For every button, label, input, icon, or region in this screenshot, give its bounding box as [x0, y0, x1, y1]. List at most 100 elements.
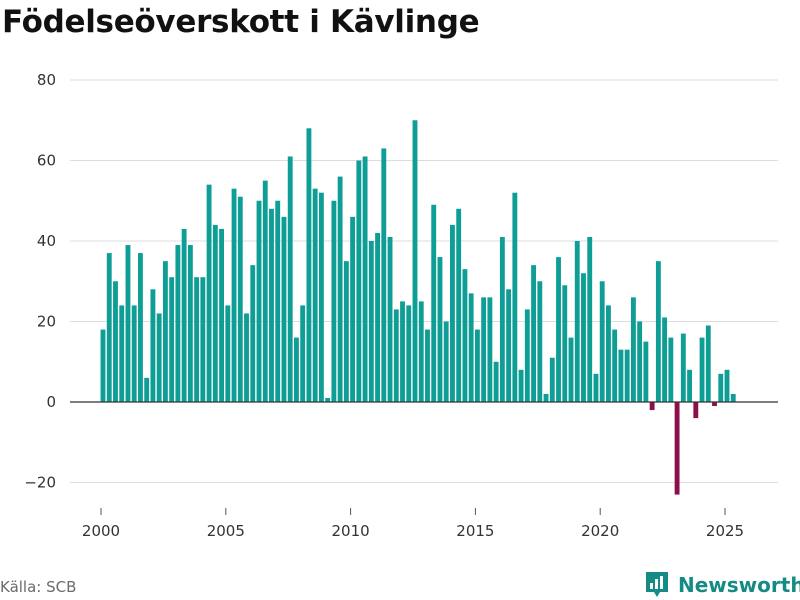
bar[interactable]: [450, 224, 455, 402]
bar[interactable]: [175, 245, 181, 402]
bar[interactable]: [537, 281, 543, 402]
bar[interactable]: [150, 289, 156, 402]
bar[interactable]: [506, 289, 512, 402]
bar[interactable]: [406, 305, 412, 402]
bar[interactable]: [724, 369, 730, 402]
bar[interactable]: [312, 188, 318, 402]
bar[interactable]: [106, 253, 112, 402]
bar[interactable]: [456, 208, 462, 402]
bar[interactable]: [337, 176, 343, 402]
bar[interactable]: [680, 333, 686, 402]
bar[interactable]: [431, 204, 437, 402]
bar[interactable]: [119, 305, 125, 402]
bar[interactable]: [468, 293, 474, 402]
bar[interactable]: [156, 313, 162, 402]
bar[interactable]: [568, 337, 574, 402]
bar[interactable]: [418, 301, 424, 403]
bar[interactable]: [350, 216, 356, 402]
bar[interactable]: [687, 369, 692, 402]
bar[interactable]: [674, 402, 680, 495]
bar[interactable]: [362, 156, 368, 402]
bar[interactable]: [624, 349, 630, 403]
bar[interactable]: [356, 160, 362, 403]
bar[interactable]: [131, 305, 137, 402]
bar[interactable]: [712, 402, 717, 407]
bar[interactable]: [368, 241, 374, 402]
bar[interactable]: [643, 341, 649, 403]
bar[interactable]: [287, 156, 293, 402]
bar[interactable]: [343, 261, 349, 403]
bar[interactable]: [250, 265, 256, 402]
bar[interactable]: [699, 337, 705, 402]
bar[interactable]: [144, 377, 150, 402]
bar[interactable]: [581, 273, 586, 402]
bar[interactable]: [612, 329, 618, 402]
bar[interactable]: [587, 236, 593, 402]
bar[interactable]: [606, 305, 611, 402]
bar[interactable]: [294, 337, 299, 402]
bar[interactable]: [549, 357, 555, 403]
bar[interactable]: [393, 309, 399, 403]
bar[interactable]: [237, 196, 243, 402]
bar[interactable]: [331, 200, 337, 402]
bar[interactable]: [474, 329, 480, 402]
bar[interactable]: [387, 236, 393, 402]
bar[interactable]: [637, 321, 643, 403]
bar[interactable]: [169, 277, 175, 403]
bar[interactable]: [306, 128, 312, 403]
bar[interactable]: [244, 313, 249, 402]
bar[interactable]: [556, 257, 561, 402]
bar[interactable]: [462, 269, 468, 402]
bar[interactable]: [125, 245, 131, 402]
bar[interactable]: [181, 228, 187, 402]
bar[interactable]: [618, 349, 624, 403]
bar[interactable]: [318, 192, 324, 402]
bar[interactable]: [275, 200, 281, 402]
bar[interactable]: [524, 309, 530, 403]
bar[interactable]: [206, 184, 212, 402]
bar[interactable]: [481, 297, 487, 402]
bar[interactable]: [599, 281, 605, 402]
bar[interactable]: [281, 216, 287, 402]
bar[interactable]: [562, 285, 568, 402]
bar[interactable]: [655, 261, 661, 403]
bar[interactable]: [543, 393, 549, 402]
bar[interactable]: [300, 305, 306, 402]
bar[interactable]: [194, 277, 200, 403]
bar[interactable]: [325, 397, 331, 403]
bar[interactable]: [212, 224, 218, 402]
bar[interactable]: [437, 257, 443, 402]
bar[interactable]: [662, 317, 668, 403]
bar[interactable]: [487, 297, 493, 402]
bar[interactable]: [219, 228, 224, 402]
bar[interactable]: [187, 245, 193, 402]
bar[interactable]: [668, 337, 674, 402]
bar[interactable]: [256, 200, 262, 402]
bar[interactable]: [262, 180, 268, 402]
bar[interactable]: [705, 325, 711, 402]
bar[interactable]: [162, 261, 168, 403]
bar[interactable]: [630, 297, 636, 402]
bar[interactable]: [593, 373, 599, 402]
bar[interactable]: [718, 373, 724, 402]
bar[interactable]: [499, 236, 505, 402]
bar[interactable]: [693, 402, 699, 419]
bar[interactable]: [512, 192, 518, 402]
bar[interactable]: [138, 253, 143, 402]
brand-logo[interactable]: Newsworthy: [644, 570, 800, 600]
bar[interactable]: [493, 361, 499, 402]
bar[interactable]: [200, 277, 206, 403]
bar[interactable]: [231, 188, 237, 402]
bar[interactable]: [518, 369, 524, 402]
bar[interactable]: [269, 208, 274, 402]
bar[interactable]: [400, 301, 405, 403]
bar[interactable]: [531, 265, 536, 402]
bar[interactable]: [375, 232, 380, 402]
bar[interactable]: [425, 329, 430, 402]
bar[interactable]: [730, 393, 736, 402]
bar[interactable]: [113, 281, 118, 402]
bar[interactable]: [443, 321, 449, 403]
bar[interactable]: [574, 241, 580, 402]
bar[interactable]: [381, 148, 387, 402]
bar[interactable]: [412, 120, 418, 402]
